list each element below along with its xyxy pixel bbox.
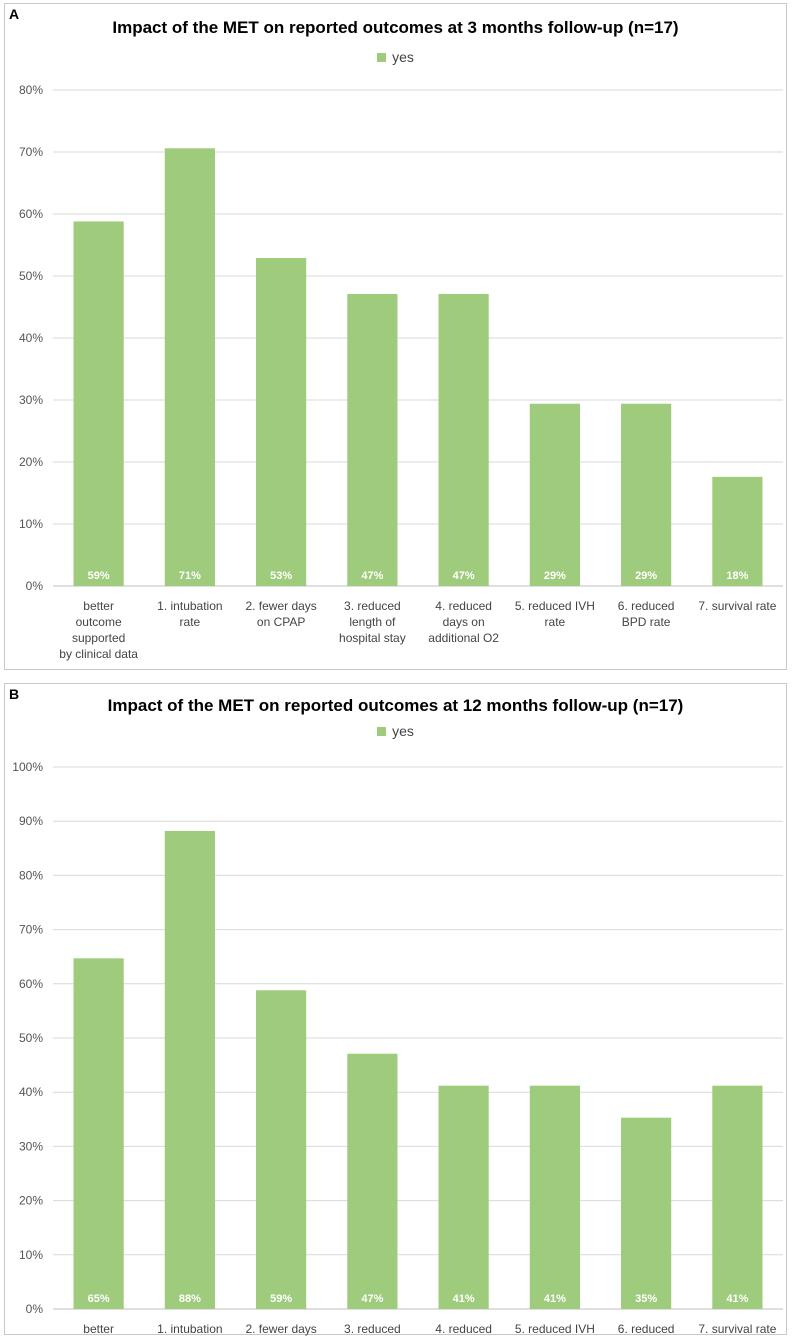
bar-chart-svg: 0% 10% 20% 30% 40% 50% 60% 70% 80% 59% better outco…	[19, 83, 783, 661]
panel-label: A	[9, 6, 20, 22]
y-tick-label: 20%	[19, 1194, 43, 1208]
y-tick-label: 0%	[26, 1302, 44, 1316]
data-label: 41%	[453, 1293, 475, 1305]
y-tick-label: 10%	[19, 1248, 43, 1262]
data-label: 41%	[726, 1293, 748, 1305]
bar	[256, 258, 307, 586]
bar	[347, 293, 398, 586]
bar	[73, 958, 124, 1309]
data-label: 29%	[544, 570, 566, 582]
data-label: 88%	[179, 1293, 201, 1305]
data-label: 18%	[726, 570, 748, 582]
data-label: 47%	[361, 570, 383, 582]
data-label: 65%	[88, 1293, 110, 1305]
y-tick-label: 30%	[19, 1139, 43, 1153]
data-label: 59%	[88, 570, 110, 582]
y-tick-label: 40%	[19, 1085, 43, 1099]
panel-label: B	[9, 686, 20, 702]
bar	[347, 1053, 398, 1309]
y-tick-label: 50%	[19, 269, 43, 283]
bar	[621, 1117, 672, 1309]
data-label: 47%	[453, 570, 475, 582]
bar	[73, 221, 124, 586]
y-tick-label: 70%	[19, 145, 43, 159]
bar	[438, 1085, 489, 1309]
chart-title: Impact of the MET on reported outcomes a…	[107, 696, 684, 715]
y-tick-label: 100%	[12, 760, 43, 774]
bar	[712, 476, 763, 586]
bar	[164, 830, 215, 1309]
bar	[529, 1085, 580, 1309]
legend-swatch	[377, 52, 387, 62]
data-label: 59%	[270, 1293, 292, 1305]
category-label: better outcome supported by clinical data	[59, 599, 138, 661]
y-tick-label: 40%	[19, 331, 43, 345]
bar	[164, 148, 215, 586]
y-tick-label: 80%	[19, 83, 43, 97]
y-tick-label: 10%	[19, 517, 43, 531]
y-tick-label: 30%	[19, 393, 43, 407]
y-tick-label: 90%	[19, 814, 43, 828]
y-tick-label: 0%	[26, 579, 44, 593]
bar	[529, 403, 580, 586]
bar	[621, 403, 672, 586]
chart-title: Impact of the MET on reported outcomes a…	[112, 18, 679, 37]
chart-panel-a: A Impact of the MET on reported outcomes…	[4, 3, 787, 670]
legend-label: yes	[392, 723, 414, 739]
legend-swatch	[377, 726, 387, 736]
legend: yes	[5, 723, 786, 739]
data-label: 47%	[361, 1293, 383, 1305]
y-tick-label: 60%	[19, 977, 43, 991]
data-label: 35%	[635, 1293, 657, 1305]
category-label: 7. survival rate	[698, 599, 776, 613]
data-label: 41%	[544, 1293, 566, 1305]
bar	[256, 990, 307, 1309]
y-tick-label: 50%	[19, 1031, 43, 1045]
y-tick-label: 20%	[19, 455, 43, 469]
data-label: 53%	[270, 570, 292, 582]
data-label: 29%	[635, 570, 657, 582]
bar	[438, 293, 489, 586]
data-label: 71%	[179, 570, 201, 582]
y-tick-label: 60%	[19, 207, 43, 221]
chart-panel-b: B Impact of the MET on reported outcomes…	[4, 683, 787, 1339]
bar	[712, 1085, 763, 1309]
y-tick-label: 70%	[19, 923, 43, 937]
bar-chart-svg: 0% 10% 20% 30% 40% 50% 60% 70% 80% 90% 100% 65% bett…	[12, 760, 783, 1339]
y-tick-label: 80%	[19, 868, 43, 882]
category-label: 7. survival rate	[698, 1322, 776, 1336]
legend: yes	[5, 49, 786, 65]
legend-label: yes	[392, 49, 414, 65]
